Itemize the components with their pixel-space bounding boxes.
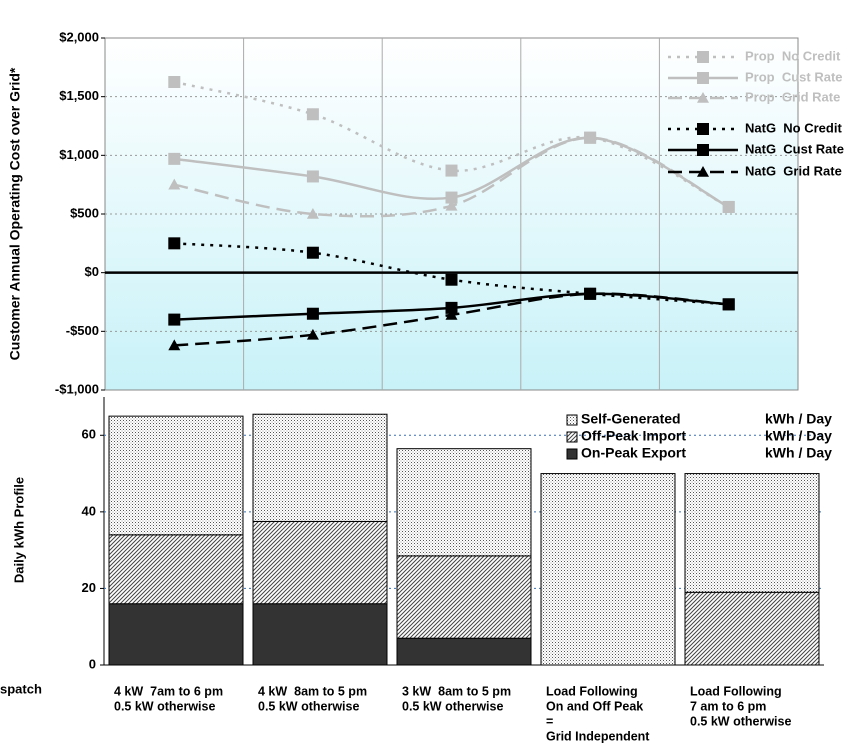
marker <box>722 200 735 212</box>
y-tick-label: $2,000 <box>59 29 99 44</box>
legend-label: Prop Grid Rate <box>745 89 840 104</box>
legend-label: Self-Generated <box>581 411 681 427</box>
bar-segment <box>396 555 532 639</box>
legend-swatch <box>566 431 578 443</box>
x-tick-label: = <box>546 714 553 728</box>
bar-segment <box>108 603 244 666</box>
legend-label: Prop No Credit <box>745 48 841 63</box>
x-axis-label: spatch <box>0 681 42 696</box>
y-tick-label: $1,000 <box>59 147 99 162</box>
x-tick-label: 0.5 kW otherwise <box>690 714 791 728</box>
marker <box>168 178 181 190</box>
marker <box>306 170 319 183</box>
y-tick-label: -$500 <box>66 323 99 338</box>
marker <box>697 51 709 63</box>
legend-unit: kWh / Day <box>765 411 832 427</box>
bar-segment <box>684 473 820 593</box>
legend-unit: kWh / Day <box>765 428 832 444</box>
x-tick-label: Load Following <box>546 684 638 698</box>
marker <box>445 308 458 320</box>
marker <box>722 298 735 310</box>
legend-unit: kWh / Day <box>765 445 832 461</box>
x-tick-label: 0.5 kW otherwise <box>114 699 215 713</box>
marker <box>168 152 181 165</box>
x-tick-label: 7 am to 6 pm <box>690 699 766 713</box>
marker <box>168 339 181 351</box>
legend-label: NatG No Credit <box>745 120 842 135</box>
marker <box>168 76 181 88</box>
legend-label: Prop Cust Rate <box>745 69 843 84</box>
y-axis-label: Daily kWh Profile <box>11 477 26 583</box>
marker <box>306 307 319 320</box>
marker <box>584 131 597 143</box>
marker <box>168 237 181 250</box>
bar-segment <box>252 603 388 666</box>
y-tick-label: $500 <box>70 205 99 220</box>
legend-swatch <box>566 448 578 460</box>
bar-segment <box>108 415 244 536</box>
legend-label: Off-Peak Import <box>581 428 686 444</box>
x-tick-label: On and Off Peak <box>546 699 643 713</box>
y-tick-label: -$1,000 <box>55 381 99 396</box>
bar-segment <box>396 637 532 666</box>
bar-segment <box>396 448 532 557</box>
bar-segment <box>252 520 388 605</box>
marker <box>697 166 709 177</box>
y-tick-label: 20 <box>82 580 96 595</box>
y-axis-label: Customer Annual Operating Cost over Grid… <box>7 67 23 360</box>
x-tick-label: 4 kW 8am to 5 pm <box>258 684 367 698</box>
marker <box>697 123 709 135</box>
bar-segment <box>252 413 388 522</box>
marker <box>168 313 181 326</box>
marker <box>445 164 458 177</box>
x-tick-label: 4 kW 7am to 6 pm <box>114 684 223 698</box>
legend-label: On-Peak Export <box>581 445 686 461</box>
x-tick-label: Grid Independent <box>546 729 650 743</box>
series-line <box>174 80 730 209</box>
legend-swatch <box>566 414 578 426</box>
marker <box>445 191 458 204</box>
x-tick-label: 0.5 kW otherwise <box>402 699 503 713</box>
bar-segment <box>684 591 820 666</box>
x-tick-label: 0.5 kW otherwise <box>258 699 359 713</box>
marker <box>697 72 709 84</box>
x-tick-label: 3 kW 8am to 5 pm <box>402 684 511 698</box>
marker <box>445 199 458 211</box>
marker <box>306 246 319 259</box>
legend-label: NatG Cust Rate <box>745 141 844 156</box>
marker <box>584 287 597 299</box>
marker <box>306 328 319 340</box>
y-tick-label: 0 <box>89 656 96 671</box>
y-tick-label: 60 <box>82 427 96 442</box>
y-tick-label: $1,500 <box>59 88 99 103</box>
marker <box>697 92 709 103</box>
marker <box>445 301 458 314</box>
marker <box>445 273 458 286</box>
y-tick-label: $0 <box>85 264 99 279</box>
bar-segment <box>540 473 676 666</box>
bar-segment <box>108 534 244 605</box>
legend-label: NatG Grid Rate <box>745 163 842 178</box>
y-tick-label: 40 <box>82 503 96 518</box>
marker <box>306 108 319 121</box>
marker <box>697 144 709 156</box>
x-tick-label: Load Following <box>690 684 782 698</box>
marker <box>306 208 319 219</box>
